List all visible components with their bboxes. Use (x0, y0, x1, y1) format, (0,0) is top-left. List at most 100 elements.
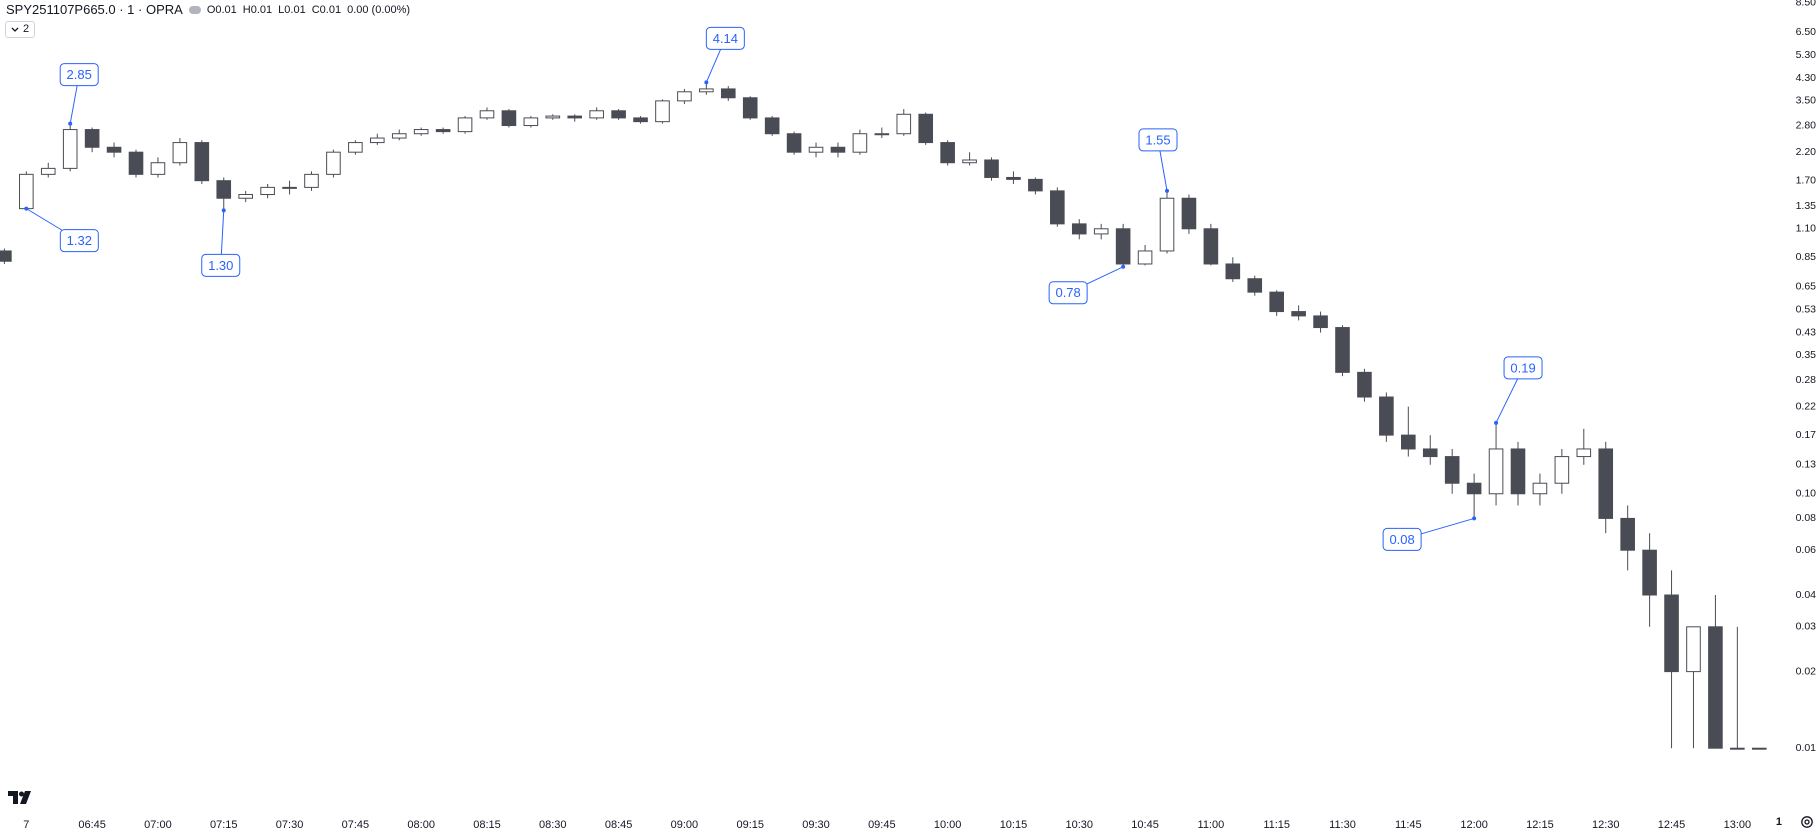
x-tick-label: 08:30 (539, 819, 567, 831)
candle-body (1159, 197, 1175, 252)
candle-body (786, 133, 802, 153)
x-tick-label: 09:45 (868, 819, 896, 831)
y-tick-label: 8.50 (1796, 0, 1817, 9)
candle-body (282, 186, 297, 189)
candle-body (1488, 448, 1504, 495)
annotation-label: 1.55 (1145, 132, 1170, 147)
candle-body (1730, 747, 1745, 750)
candle-body (962, 159, 977, 164)
candle-body (370, 137, 385, 144)
x-tick-label: 08:00 (407, 819, 435, 831)
candle-body (1444, 456, 1460, 484)
x-tick-label: 10:45 (1131, 819, 1159, 831)
settings-icon[interactable] (1800, 815, 1814, 829)
candle-body (852, 133, 868, 153)
y-tick-label: 0.28 (1796, 374, 1817, 386)
y-tick-label: 0.53 (1796, 303, 1817, 315)
candle-body (479, 110, 495, 119)
candle-body (1071, 223, 1087, 235)
candle-body (896, 113, 912, 135)
ohlc-change: 0.00 (0.00%) (347, 3, 411, 16)
candle-body (19, 173, 34, 210)
annotation-box (1138, 128, 1178, 152)
x-tick-label: 09:30 (802, 819, 830, 831)
symbol[interactable]: SPY251107P665.0 · 1 · OPRA (6, 2, 183, 17)
y-tick-label: 6.50 (1796, 26, 1817, 38)
candle-body (874, 133, 890, 136)
candle-body (1620, 517, 1635, 551)
candle-body (742, 97, 758, 119)
candle-body (326, 151, 341, 175)
candle-body (984, 159, 999, 178)
x-tick-label: 07:15 (210, 819, 238, 831)
x-tick-label: 10:30 (1065, 819, 1093, 831)
candle-body (1510, 448, 1526, 495)
candle-body (1554, 456, 1570, 484)
x-tick-label: 07:30 (276, 819, 304, 831)
annotation-point (221, 208, 226, 213)
y-tick-label: 0.65 (1796, 281, 1817, 293)
ohlc-open: O0.01 (207, 4, 237, 16)
candle-body (1006, 176, 1021, 180)
y-tick-label: 0.13 (1796, 459, 1817, 471)
ohlc-key: O (206, 3, 216, 16)
y-tick-label: 0.43 (1796, 326, 1817, 338)
y-tick-label: 0.22 (1796, 400, 1817, 412)
chevron-icon (11, 27, 19, 32)
x-tick-label: 12:45 (1658, 819, 1686, 831)
indicators-toggle[interactable]: 2 (5, 21, 36, 38)
range-button[interactable]: 1 (1775, 816, 1782, 828)
visibility-icon[interactable] (188, 5, 201, 14)
candle-body (1313, 315, 1328, 329)
candle-body (1379, 396, 1394, 436)
x-tick-label: 08:45 (605, 819, 633, 831)
x-tick-label: 09:15 (736, 819, 764, 831)
logo[interactable] (8, 791, 34, 805)
candle-body (172, 142, 188, 164)
y-tick-label: 2.20 (1796, 146, 1817, 158)
annotation-box (59, 229, 99, 253)
candle-body (457, 117, 473, 133)
annotation-point (1165, 188, 1170, 193)
candle-body (545, 115, 561, 119)
candle-body (1401, 434, 1416, 450)
ohlc-close: C0.01 (312, 4, 341, 16)
x-tick-label: 7 (23, 819, 29, 831)
annotation-box (705, 26, 745, 50)
x-tick-label: 11:00 (1198, 819, 1225, 831)
candle-body (435, 129, 451, 133)
annotation-box (1048, 281, 1088, 305)
candle-body (260, 186, 275, 196)
candle-body (808, 146, 824, 153)
ohlc-key: C (311, 3, 320, 16)
candle-body (1598, 448, 1614, 519)
x-tick-label: 11:30 (1329, 819, 1356, 831)
candle-body (1466, 482, 1482, 495)
annotation-point (1472, 516, 1477, 521)
y-tick-label: 0.17 (1796, 429, 1817, 441)
annotation-label: 2.85 (67, 67, 92, 82)
candle-body (918, 113, 934, 144)
annotation-label: 4.14 (713, 31, 738, 46)
annotation-point (68, 121, 73, 126)
x-tick-label: 09:00 (671, 819, 699, 831)
candle-body (1247, 278, 1263, 293)
candle-body (567, 115, 583, 119)
candle-body (1203, 228, 1219, 265)
annotation-label: 0.78 (1055, 285, 1080, 300)
y-tick-label: 0.03 (1796, 621, 1817, 633)
annotation-point (1121, 264, 1126, 269)
candle-body (1028, 178, 1043, 192)
candle-body (1532, 482, 1548, 495)
ohlc-value: 0.01 (284, 3, 306, 16)
x-tick-label: 08:15 (473, 819, 501, 831)
y-tick-label: 0.01 (1796, 742, 1817, 754)
annotation-label: 1.30 (208, 258, 233, 273)
candle-body (1181, 197, 1197, 230)
candle-body (677, 91, 692, 102)
ohlc-key: L (278, 3, 285, 16)
y-tick-label: 0.35 (1796, 349, 1817, 361)
candle-body (1093, 228, 1109, 235)
y-tick-label: 4.30 (1796, 72, 1817, 84)
